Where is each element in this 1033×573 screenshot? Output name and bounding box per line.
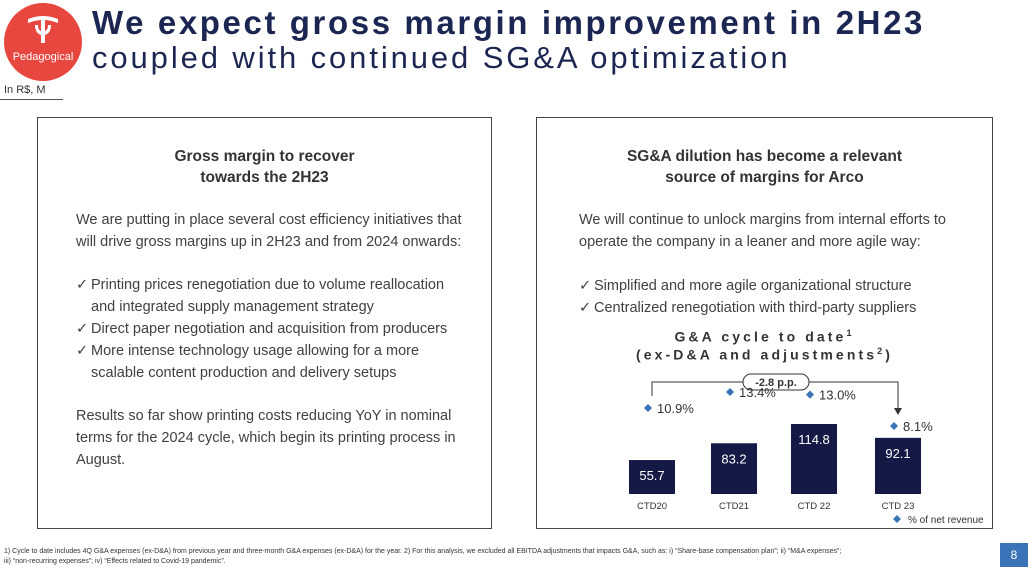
bar-value-label: 55.7 xyxy=(639,468,664,483)
pedagogical-logo: Pedagogical xyxy=(4,3,82,81)
results-line: terms for the 2024 cycle, which begin it… xyxy=(76,430,456,446)
gross-margin-panel-title: Gross margin to recover towards the 2H23 xyxy=(38,146,491,188)
sga-initiatives: ✓ Simplified and more agile organization… xyxy=(579,275,916,319)
intro-line: will drive gross margins up in 2H23 and … xyxy=(76,234,462,250)
sga-panel-title: SG&A dilution has become a relevant sour… xyxy=(537,146,992,188)
page-title: We expect gross margin improvement in 2H… xyxy=(92,4,925,41)
category-label: CTD 22 xyxy=(798,501,831,512)
units-divider xyxy=(0,99,63,100)
intro-line: operate the company in a leaner and more… xyxy=(579,234,921,250)
ga-cycle-chart: -2.8 p.p. 55.7 CTD20 10.9% 83.2 CTD21 13.4% 114… xyxy=(629,373,984,526)
bullet-line: Centralized renegotiation with third-par… xyxy=(594,300,917,316)
pct-label: 13.0% xyxy=(819,388,856,403)
chart-subtitle: (ex-D&A and adjustments2) xyxy=(537,342,992,364)
category-label: CTD20 xyxy=(637,501,667,512)
results-line: Results so far show printing costs reduc… xyxy=(76,408,452,424)
footnote: 1) Cycle to date includes 4Q G&A expense… xyxy=(4,547,984,567)
annotation-pill xyxy=(742,373,810,391)
bar xyxy=(791,424,837,494)
intro-line: We are putting in place several cost eff… xyxy=(76,212,462,228)
checkmark-icon: ✓ xyxy=(76,277,89,293)
bullet-line: Direct paper negotiation and acquisition… xyxy=(91,321,448,337)
list-item: ✓ More intense technology usage allowing… xyxy=(76,340,447,384)
list-item: ✓ Simplified and more agile organization… xyxy=(579,275,916,297)
logo-mark-icon xyxy=(28,16,58,43)
category-label: CTD 23 xyxy=(882,501,915,512)
checkmark-icon: ✓ xyxy=(76,321,89,337)
panel-title-line: source of margins for Arco xyxy=(665,169,864,186)
chart-title: G&A cycle to date1 xyxy=(537,324,992,346)
footnote-line: 1) Cycle to date includes 4Q G&A expense… xyxy=(4,548,842,555)
bullet-line: and integrated supply management strateg… xyxy=(91,299,374,315)
page-subtitle: coupled with continued SG&A optimization xyxy=(92,40,791,75)
annotation-label: -2.8 p.p. xyxy=(755,377,797,389)
list-item: ✓ Direct paper negotiation and acquisiti… xyxy=(76,318,447,340)
page-number: 8 xyxy=(1000,543,1028,567)
logo-text: Pedagogical xyxy=(12,51,74,63)
gross-margin-initiatives: ✓ Printing prices renegotiation due to v… xyxy=(76,274,447,384)
chart-title-line2: (ex-D&A and adjustments xyxy=(635,346,878,363)
footnote-ref: 1 xyxy=(846,328,855,338)
legend-marker xyxy=(893,515,901,523)
bullet-line: Simplified and more agile organizational… xyxy=(594,278,912,294)
gross-margin-intro: We are putting in place several cost eff… xyxy=(76,209,462,253)
pct-marker xyxy=(806,390,814,399)
chart-title-line1: G&A cycle to date xyxy=(674,328,847,345)
units-label: In R$, M xyxy=(4,84,46,96)
panel-title-line: Gross margin to recover xyxy=(174,148,355,165)
list-item: ✓ Centralized renegotiation with third-p… xyxy=(579,297,916,319)
category-label: CTD21 xyxy=(719,501,749,512)
gross-margin-panel: Gross margin to recover towards the 2H23… xyxy=(37,117,492,529)
pct-label: 8.1% xyxy=(903,419,933,434)
bar xyxy=(629,460,675,494)
bar xyxy=(711,443,757,494)
bullet-line: Printing prices renegotiation due to vol… xyxy=(91,277,445,293)
footnote-ref: 2 xyxy=(877,346,886,356)
gross-margin-results: Results so far show printing costs reduc… xyxy=(76,405,456,471)
panel-title-line: towards the 2H23 xyxy=(200,169,329,186)
checkmark-icon: ✓ xyxy=(579,300,592,316)
pct-marker xyxy=(890,422,898,430)
chart-title-close: ) xyxy=(885,346,893,363)
pct-marker xyxy=(726,388,734,396)
checkmark-icon: ✓ xyxy=(579,278,592,294)
sga-panel: SG&A dilution has become a relevant sour… xyxy=(536,117,993,529)
annotation-arrowhead xyxy=(894,408,902,415)
pct-label: 13.4% xyxy=(739,385,776,400)
bullet-line: More intense technology usage allowing f… xyxy=(91,343,420,359)
checkmark-icon: ✓ xyxy=(76,343,89,359)
legend-label: % of net revenue xyxy=(908,515,984,526)
intro-line: We will continue to unlock margins from … xyxy=(579,212,946,228)
list-item: ✓ Printing prices renegotiation due to v… xyxy=(76,274,447,318)
footnote-line: iii) “non-recurring expenses”; iv) “Effe… xyxy=(4,558,226,565)
results-line: August. xyxy=(76,452,126,468)
bar-value-label: 92.1 xyxy=(885,446,910,461)
bar-value-label: 114.8 xyxy=(798,432,830,447)
bar-value-label: 83.2 xyxy=(721,451,746,466)
bullet-line: scalable content production and delivery… xyxy=(91,365,397,381)
pct-marker xyxy=(644,404,652,413)
sga-intro: We will continue to unlock margins from … xyxy=(579,209,946,253)
panel-title-line: SG&A dilution has become a relevant xyxy=(626,148,903,165)
pct-label: 10.9% xyxy=(657,401,694,416)
bar xyxy=(875,437,921,494)
